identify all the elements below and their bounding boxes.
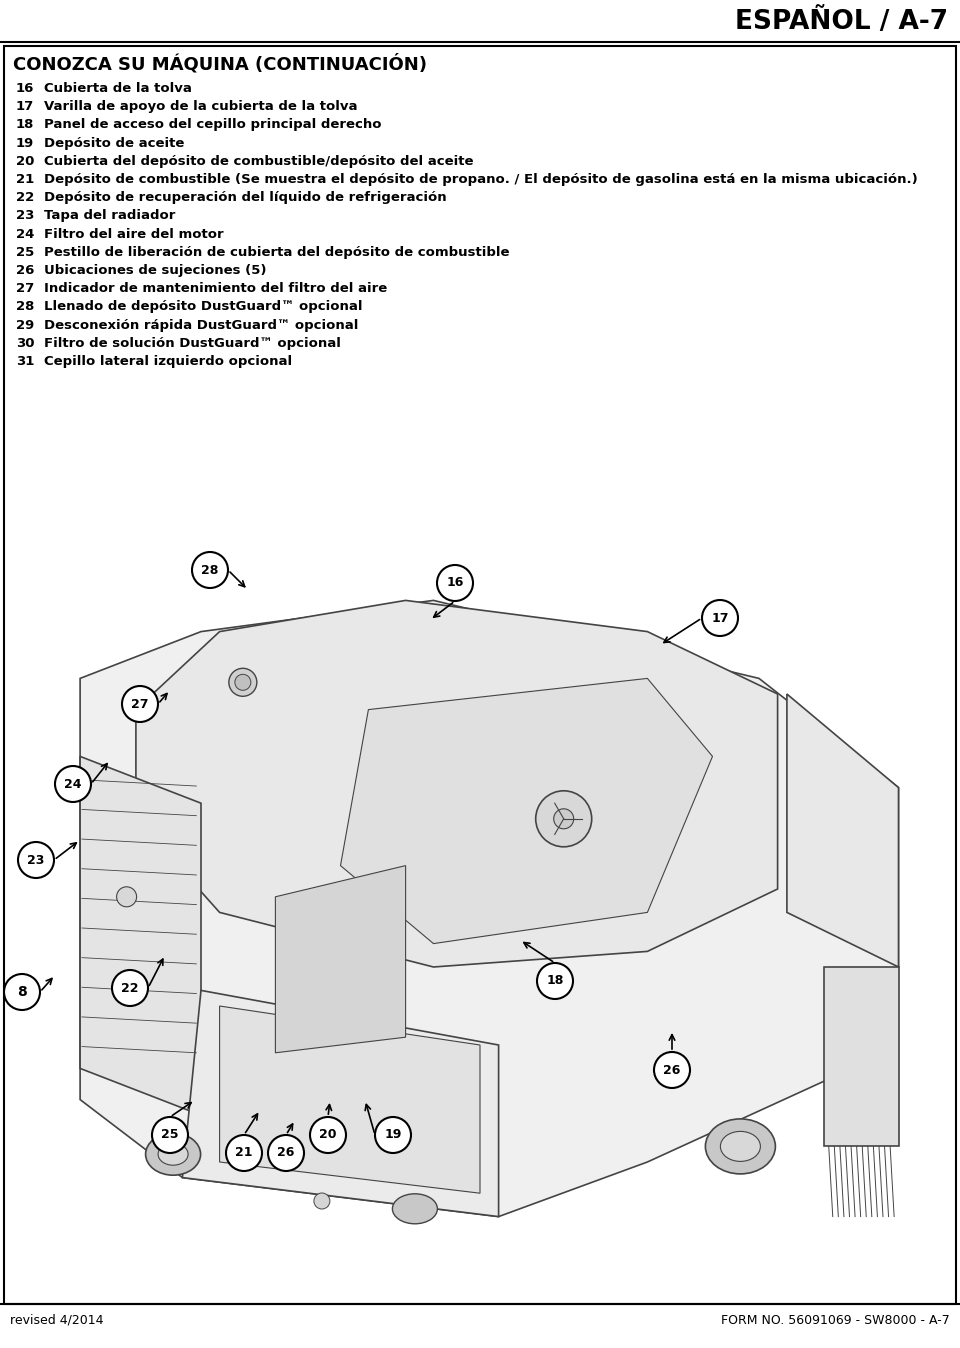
Circle shape bbox=[310, 1117, 346, 1153]
Circle shape bbox=[536, 791, 591, 847]
Circle shape bbox=[116, 887, 136, 907]
Text: 17: 17 bbox=[16, 100, 35, 113]
Text: 19: 19 bbox=[384, 1128, 401, 1142]
Text: 30: 30 bbox=[16, 337, 35, 349]
Circle shape bbox=[228, 669, 257, 697]
Text: 16: 16 bbox=[16, 82, 35, 94]
Ellipse shape bbox=[720, 1131, 760, 1162]
Text: 20: 20 bbox=[16, 155, 35, 167]
Text: 26: 26 bbox=[16, 264, 35, 276]
Text: FORM NO. 56091069 - SW8000 - A-7: FORM NO. 56091069 - SW8000 - A-7 bbox=[721, 1313, 950, 1326]
Text: Depósito de aceite: Depósito de aceite bbox=[44, 136, 184, 150]
Text: Panel de acceso del cepillo principal derecho: Panel de acceso del cepillo principal de… bbox=[44, 119, 381, 131]
Text: 25: 25 bbox=[161, 1128, 179, 1142]
Ellipse shape bbox=[158, 1143, 188, 1165]
Text: Llenado de depósito DustGuard™ opcional: Llenado de depósito DustGuard™ opcional bbox=[44, 301, 363, 313]
Text: 18: 18 bbox=[16, 119, 35, 131]
Text: Varilla de apoyo de la cubierta de la tolva: Varilla de apoyo de la cubierta de la to… bbox=[44, 100, 357, 113]
Circle shape bbox=[314, 1193, 330, 1209]
Circle shape bbox=[537, 962, 573, 999]
Polygon shape bbox=[80, 756, 201, 1115]
Circle shape bbox=[375, 1117, 411, 1153]
Text: 17: 17 bbox=[711, 612, 729, 624]
Text: Cubierta de la tolva: Cubierta de la tolva bbox=[44, 82, 192, 94]
Text: Desconexión rápida DustGuard™ opcional: Desconexión rápida DustGuard™ opcional bbox=[44, 318, 358, 332]
Text: 28: 28 bbox=[16, 301, 35, 313]
Text: ESPAÑOL / A-7: ESPAÑOL / A-7 bbox=[734, 8, 948, 35]
Text: 20: 20 bbox=[320, 1128, 337, 1142]
Text: 22: 22 bbox=[121, 981, 139, 995]
Text: Indicador de mantenimiento del filtro del aire: Indicador de mantenimiento del filtro de… bbox=[44, 282, 387, 295]
Text: Filtro del aire del motor: Filtro del aire del motor bbox=[44, 228, 224, 240]
Polygon shape bbox=[787, 694, 899, 967]
Text: 21: 21 bbox=[16, 173, 35, 186]
Text: Pestillo de liberación de cubierta del depósito de combustible: Pestillo de liberación de cubierta del d… bbox=[44, 245, 510, 259]
Circle shape bbox=[702, 600, 738, 636]
Text: Depósito de recuperación del líquido de refrigeración: Depósito de recuperación del líquido de … bbox=[44, 191, 446, 204]
Circle shape bbox=[554, 809, 574, 829]
Text: 8: 8 bbox=[17, 985, 27, 999]
Circle shape bbox=[268, 1135, 304, 1171]
Text: Depósito de combustible (Se muestra el depósito de propano. / El depósito de gas: Depósito de combustible (Se muestra el d… bbox=[44, 173, 918, 186]
Circle shape bbox=[4, 975, 40, 1010]
Text: 27: 27 bbox=[16, 282, 35, 295]
Ellipse shape bbox=[146, 1134, 201, 1175]
Text: revised 4/2014: revised 4/2014 bbox=[10, 1313, 104, 1326]
Text: 19: 19 bbox=[16, 136, 35, 150]
Polygon shape bbox=[341, 678, 712, 944]
Text: 26: 26 bbox=[663, 1064, 681, 1077]
Circle shape bbox=[55, 766, 91, 802]
Circle shape bbox=[654, 1051, 690, 1088]
Circle shape bbox=[152, 1117, 188, 1153]
Circle shape bbox=[437, 565, 473, 601]
Polygon shape bbox=[182, 991, 498, 1217]
Circle shape bbox=[192, 551, 228, 588]
Text: 16: 16 bbox=[446, 577, 464, 589]
Text: CONOZCA SU MÁQUINA (CONTINUACIÓN): CONOZCA SU MÁQUINA (CONTINUACIÓN) bbox=[13, 54, 427, 74]
Ellipse shape bbox=[706, 1119, 776, 1174]
Text: Tapa del radiador: Tapa del radiador bbox=[44, 209, 176, 222]
Polygon shape bbox=[80, 600, 899, 1217]
Polygon shape bbox=[824, 967, 899, 1146]
Text: 22: 22 bbox=[16, 191, 35, 204]
Polygon shape bbox=[136, 600, 778, 967]
Text: Cepillo lateral izquierdo opcional: Cepillo lateral izquierdo opcional bbox=[44, 355, 292, 368]
Circle shape bbox=[122, 686, 158, 723]
Text: Filtro de solución DustGuard™ opcional: Filtro de solución DustGuard™ opcional bbox=[44, 337, 341, 349]
Text: 21: 21 bbox=[235, 1147, 252, 1159]
Text: Ubicaciones de sujeciones (5): Ubicaciones de sujeciones (5) bbox=[44, 264, 267, 276]
Circle shape bbox=[112, 971, 148, 1006]
Text: 28: 28 bbox=[202, 563, 219, 577]
Text: 29: 29 bbox=[16, 318, 35, 332]
Text: 18: 18 bbox=[546, 975, 564, 988]
Text: 23: 23 bbox=[16, 209, 35, 222]
Text: 24: 24 bbox=[64, 778, 82, 790]
Circle shape bbox=[18, 842, 54, 878]
Text: 24: 24 bbox=[16, 228, 35, 240]
Text: 26: 26 bbox=[277, 1147, 295, 1159]
Text: 31: 31 bbox=[16, 355, 35, 368]
Circle shape bbox=[235, 674, 251, 690]
Text: 25: 25 bbox=[16, 245, 35, 259]
Text: Cubierta del depósito de combustible/depósito del aceite: Cubierta del depósito de combustible/dep… bbox=[44, 155, 473, 167]
Polygon shape bbox=[220, 1006, 480, 1193]
Text: 23: 23 bbox=[27, 853, 45, 867]
Text: 27: 27 bbox=[132, 697, 149, 710]
Circle shape bbox=[226, 1135, 262, 1171]
Ellipse shape bbox=[393, 1194, 438, 1224]
Polygon shape bbox=[276, 865, 405, 1053]
